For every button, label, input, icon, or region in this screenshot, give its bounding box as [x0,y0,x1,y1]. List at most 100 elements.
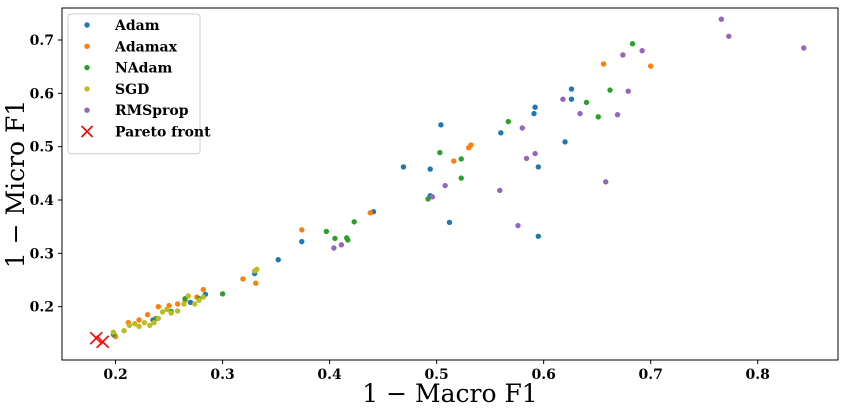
data-point-sgd [136,323,142,330]
data-point-nadam [607,87,613,93]
x-tick-label: 0.6 [531,367,555,383]
data-point-rmsprop [532,150,538,157]
data-point-adamax [174,301,181,307]
data-point-adamax [240,276,246,282]
legend-box [67,13,201,155]
x-tick-label: 0.8 [746,367,770,383]
data-point-rmsprop [620,52,626,58]
data-point-sgd [126,322,133,329]
data-point-sgd [185,293,192,299]
legend-label: Adamax [114,39,178,55]
legend-label: SGD [115,82,149,98]
data-point-adamax [600,61,607,67]
pareto-front-point [89,331,103,345]
data-point-sgd [254,266,260,273]
legend-marker-dot-icon [84,43,90,49]
data-point-rmsprop [429,194,436,200]
data-point-rmsprop [801,45,807,51]
legend-label: Pareto front [115,125,211,141]
plot-frame [61,7,839,361]
data-point-adam [532,104,538,110]
data-point-rmsprop [519,125,525,131]
data-point-nadam [437,149,443,156]
data-point-nadam [219,291,226,297]
data-point-rmsprop [331,245,337,251]
data-point-nadam [505,118,512,125]
data-point-adam [438,122,444,128]
legend-marker-dot-icon [84,64,90,71]
data-point-rmsprop [560,96,566,102]
legend-marker-dot-icon [84,107,90,113]
legend-marker-dot-icon [84,86,90,92]
data-point-nadam [425,196,431,202]
data-point-sgd [155,315,162,322]
y-tick-label: 0.2 [30,300,54,316]
y-tick-label: 0.3 [30,246,54,262]
data-point-nadam [629,41,636,47]
data-point-rmsprop [338,242,345,248]
y-tick-label: 0.5 [30,140,54,156]
data-point-adam [446,219,453,226]
data-point-rmsprop [614,111,621,118]
data-point-sgd [196,297,202,303]
data-point-adamax [367,210,373,216]
data-point-rmsprop [523,155,530,162]
data-point-rmsprop [625,88,631,94]
data-point-nadam [595,114,601,120]
data-point-nadam [351,219,357,225]
data-point-sgd [147,322,153,329]
legend-label: RMSprop [115,103,189,119]
data-point-adamax [451,158,457,164]
data-point-adamax [155,303,162,310]
data-point-adam [187,299,194,306]
y-tick-label: 0.6 [30,86,54,102]
data-point-sgd [132,321,138,327]
data-point-adam [427,166,433,172]
data-point-adam [299,238,305,245]
x-tick-label: 0.4 [317,367,342,383]
y-axis-label: 1 − Micro F1 [1,100,30,269]
data-point-adamax [468,142,474,148]
data-point-sgd [174,308,181,314]
data-point-adam [562,139,568,145]
x-tick-label: 0.3 [210,367,234,383]
axes: 0.2 0.3 0.4 0.5 0.6 0.7 0.8 0.2 0.3 0.4 0.5 0.6 0.7 [30,33,770,383]
data-point-adamax [299,227,305,233]
y-tick-label: 0.4 [30,193,55,209]
data-point-nadam [332,235,338,242]
data-point-rmsprop [718,16,725,22]
data-point-sgd [168,310,174,316]
data-point-rmsprop [639,47,645,54]
x-tick-label: 0.5 [424,367,448,383]
data-point-nadam [458,175,464,181]
data-point-rmsprop [515,222,521,229]
legend-label: Adam [114,18,160,34]
data-point-adamax [144,311,151,318]
legend-marker-dot-icon [84,22,90,28]
data-point-sgd [151,319,157,326]
x-tick-label: 0.2 [103,367,127,383]
data-point-adamax [647,63,654,69]
legend-marker-x-icon [80,125,94,138]
data-point-adam [275,257,281,263]
data-point-rmsprop [577,110,583,117]
data-point-adamax [253,280,259,286]
data-point-nadam [345,237,351,243]
data-point-adam [535,164,542,170]
data-point-adamax [200,286,206,293]
data-point-sgd [110,329,117,335]
legend: Adam Adamax NAdam SGD RMSprop Pareto front [67,13,211,155]
x-tick-label: 0.7 [639,367,663,383]
data-point-sgd [181,301,187,307]
data-point-adam [498,130,504,136]
data-point-sgd [200,294,206,300]
data-point-rmsprop [603,179,609,185]
data-point-rmsprop [442,182,448,189]
data-point-sgd [159,309,166,315]
legend-label: NAdam [115,61,173,77]
data-point-nadam [583,99,590,106]
data-point-adamax [136,317,142,323]
data-points [89,16,807,349]
data-point-sgd [121,327,127,334]
